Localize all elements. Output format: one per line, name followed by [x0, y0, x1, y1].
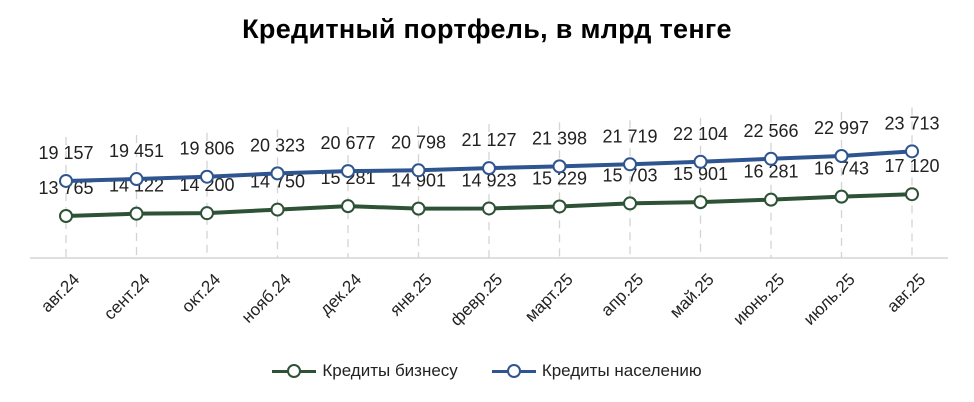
data-point	[693, 154, 708, 169]
data-label: 16 743	[814, 159, 869, 179]
data-label: 19 157	[38, 143, 93, 163]
data-point	[129, 206, 144, 221]
data-point	[482, 161, 496, 176]
data-point	[693, 195, 708, 210]
x-tick-label: дек.24	[316, 270, 365, 319]
data-point	[764, 151, 778, 166]
x-tick-label: май.25	[666, 270, 718, 322]
data-point	[129, 172, 144, 187]
data-point	[905, 144, 919, 159]
x-tick-label: сент.24	[100, 270, 154, 324]
legend-item-population[interactable]: Кредиты населению	[491, 361, 702, 381]
data-point	[764, 192, 778, 207]
chart-title: Кредитный портфель, в млрд тенге	[242, 14, 732, 44]
data-point	[623, 196, 637, 211]
x-tick-label: нояб.24	[238, 270, 295, 327]
data-point	[905, 187, 919, 202]
legend-swatch-population	[491, 364, 536, 378]
data-label: 22 997	[814, 118, 869, 138]
legend: Кредиты бизнесу Кредиты населению	[0, 361, 974, 381]
data-point	[411, 163, 426, 178]
x-tick-label: апр.25	[597, 270, 647, 320]
x-tick-label: февр.25	[447, 270, 507, 330]
data-label: 19 806	[179, 139, 234, 159]
data-label: 21 398	[532, 128, 587, 148]
data-label: 17 120	[884, 156, 939, 176]
data-point	[552, 199, 567, 214]
legend-swatch-business	[272, 364, 317, 378]
data-point	[200, 169, 214, 184]
legend-label-business: Кредиты бизнесу	[322, 361, 458, 380]
data-label: 14 901	[391, 171, 446, 191]
data-label: 14 750	[250, 172, 305, 192]
data-label: 15 229	[532, 168, 587, 188]
data-point	[270, 202, 285, 217]
data-point	[834, 189, 849, 204]
data-point	[59, 173, 73, 188]
legend-label-population: Кредиты населению	[541, 361, 702, 380]
data-label: 20 323	[250, 135, 305, 155]
data-label: 13 765	[38, 178, 93, 198]
data-point	[623, 157, 637, 172]
data-point	[482, 201, 496, 216]
data-label: 15 703	[602, 165, 657, 185]
x-tick-label: авг.25	[883, 270, 929, 316]
data-label: 14 200	[179, 175, 234, 195]
x-tick-label: июнь.25	[730, 270, 789, 329]
x-tick-label: окт.24	[178, 270, 224, 316]
data-label: 19 451	[109, 141, 164, 161]
data-label: 16 281	[743, 162, 798, 182]
data-point	[270, 166, 285, 181]
x-tick-label: июль.25	[800, 270, 859, 329]
x-tick-label: янв.25	[386, 270, 436, 320]
data-point	[341, 164, 355, 179]
x-tick-label: март.25	[521, 270, 577, 326]
data-label: 23 713	[884, 113, 939, 133]
data-label: 22 566	[743, 121, 798, 141]
data-point	[200, 206, 214, 221]
data-point	[59, 209, 73, 223]
legend-item-business[interactable]: Кредиты бизнесу	[272, 361, 458, 381]
data-label: 22 104	[673, 124, 728, 144]
data-label: 14 923	[461, 170, 516, 190]
data-point	[834, 148, 849, 163]
data-point	[411, 201, 426, 216]
data-label: 21 127	[461, 130, 516, 150]
data-point	[552, 159, 567, 174]
data-point	[341, 199, 355, 214]
data-label: 20 798	[391, 132, 446, 152]
x-tick-label: авг.24	[37, 270, 83, 316]
data-label: 21 719	[602, 126, 657, 146]
data-label: 20 677	[320, 133, 375, 153]
data-label: 15 901	[673, 164, 728, 184]
